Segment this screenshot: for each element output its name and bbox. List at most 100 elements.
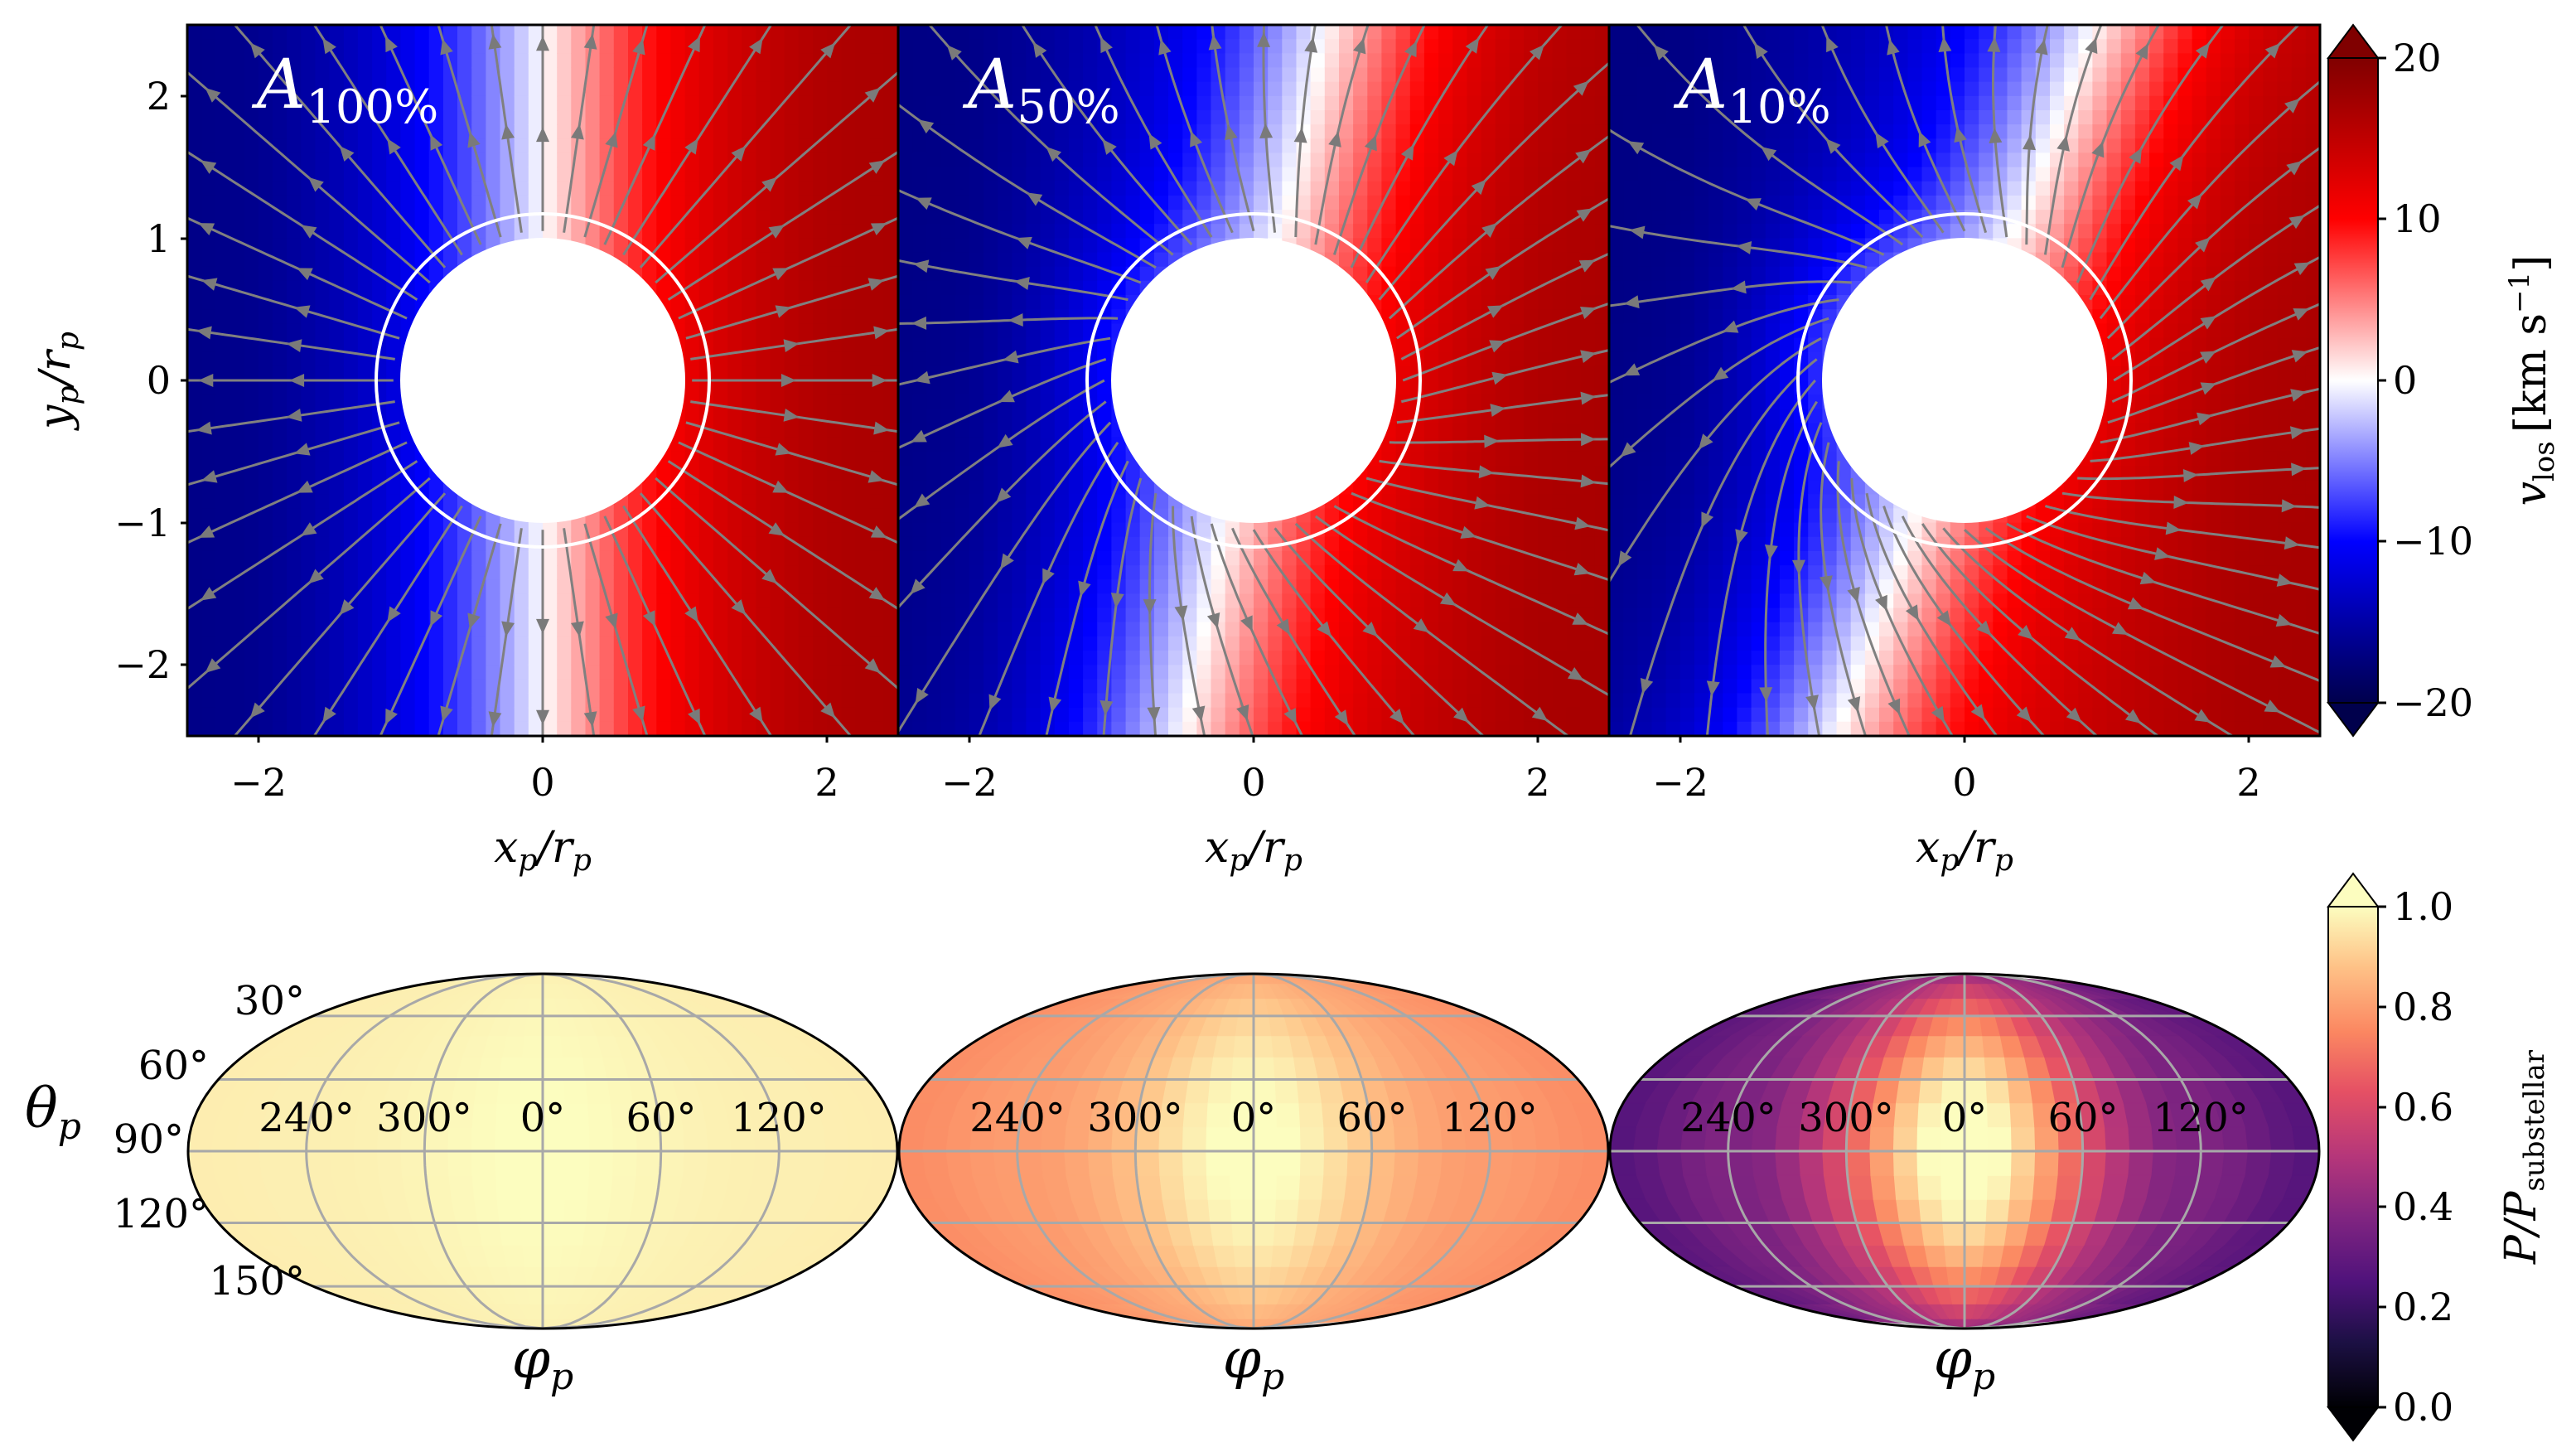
velocity-cell [998,195,1013,211]
velocity-cell [1068,152,1084,168]
velocity-cell [784,181,800,196]
velocity-cell [471,536,486,552]
velocity-cell [940,252,956,268]
velocity-cell [698,607,714,623]
velocity-cell [1467,593,1482,609]
velocity-cell [883,721,898,736]
velocity-cell [258,593,273,609]
velocity-cell [301,67,317,83]
velocity-cell [955,323,970,339]
velocity-cell [329,494,345,510]
velocity-cell [955,565,970,580]
velocity-cell [244,550,259,566]
velocity-cell [1339,651,1354,666]
streamline-arrow [205,87,221,103]
streamline-arrow [286,339,302,353]
velocity-cell [955,309,970,324]
velocity-cell [1153,607,1169,623]
velocity-cell [201,409,216,424]
velocity-cell [1524,651,1539,666]
velocity-cell [1409,124,1425,139]
velocity-cell [855,53,871,69]
velocity-cell [287,224,302,239]
streamline-arrow [289,374,305,387]
velocity-cell [528,53,544,69]
velocity-cell [287,67,302,83]
velocity-cell [926,67,942,83]
velocity-cell [1339,607,1354,623]
velocity-cell [400,95,416,111]
velocity-cell [386,124,401,139]
velocity-cell [841,679,857,695]
velocity-cell [500,721,515,736]
velocity-cell [1509,167,1525,182]
velocity-cell [827,110,842,125]
velocity-cell [1310,110,1326,125]
velocity-cell [1282,67,1298,83]
streamline-arrow [200,160,217,174]
velocity-cell [457,707,472,723]
velocity-cell [1139,266,1155,282]
velocity-cell [670,550,686,566]
velocity-cell [827,665,842,680]
velocity-cell [912,138,927,154]
velocity-cell [1282,593,1298,609]
velocity-cell [571,67,587,83]
velocity-cell [1423,480,1439,495]
velocity-cell [1481,53,1496,69]
velocity-cell [201,451,216,467]
velocity-cell [1040,309,1056,324]
velocity-cell [215,536,231,552]
velocity-cell [684,721,700,736]
velocity-cell [1296,693,1312,709]
velocity-cell [1467,280,1482,296]
velocity-cell [698,252,714,268]
velocity-cell [1423,195,1439,211]
velocity-cell [1111,665,1127,680]
velocity-cell [756,536,771,552]
velocity-cell [1381,39,1397,54]
velocity-cell [940,522,956,538]
velocity-cell [287,423,302,438]
velocity-cell [386,337,401,353]
velocity-cell [969,665,984,680]
velocity-cell [1083,593,1098,609]
velocity-cell [201,266,216,282]
velocity-cell [940,323,956,339]
velocity-cell [713,365,728,381]
velocity-cell [258,380,273,395]
velocity-cell [813,280,828,296]
velocity-cell [1409,81,1425,97]
velocity-cell [1040,124,1056,139]
velocity-cell [613,565,629,580]
velocity-cell [514,636,529,651]
velocity-cell [1524,665,1539,680]
velocity-cell [883,636,898,651]
velocity-cell [571,579,587,594]
velocity-cell [1381,565,1397,580]
velocity-cell [1395,494,1411,510]
velocity-cell [984,466,998,481]
velocity-cell [1268,110,1283,125]
velocity-cell [428,224,444,239]
streamline-arrow [761,177,778,192]
velocity-cell [613,679,629,695]
velocity-cell [756,622,771,637]
velocity-cell [713,522,728,538]
velocity-cell [898,651,913,666]
velocity-cell [1367,39,1383,54]
velocity-cell [841,409,857,424]
velocity-cell [1083,181,1098,196]
velocity-cell [798,181,814,196]
velocity-cell [1097,593,1112,609]
velocity-cell [1538,266,1553,282]
velocity-cell [1196,607,1212,623]
velocity-cell [1054,110,1070,125]
velocity-cell [1524,423,1539,438]
velocity-cell [1423,81,1439,97]
velocity-cell [984,152,998,168]
velocity-cell [1423,39,1439,54]
velocity-cell [585,138,601,154]
velocity-cell [1409,67,1425,83]
streamline-arrow [200,587,217,601]
